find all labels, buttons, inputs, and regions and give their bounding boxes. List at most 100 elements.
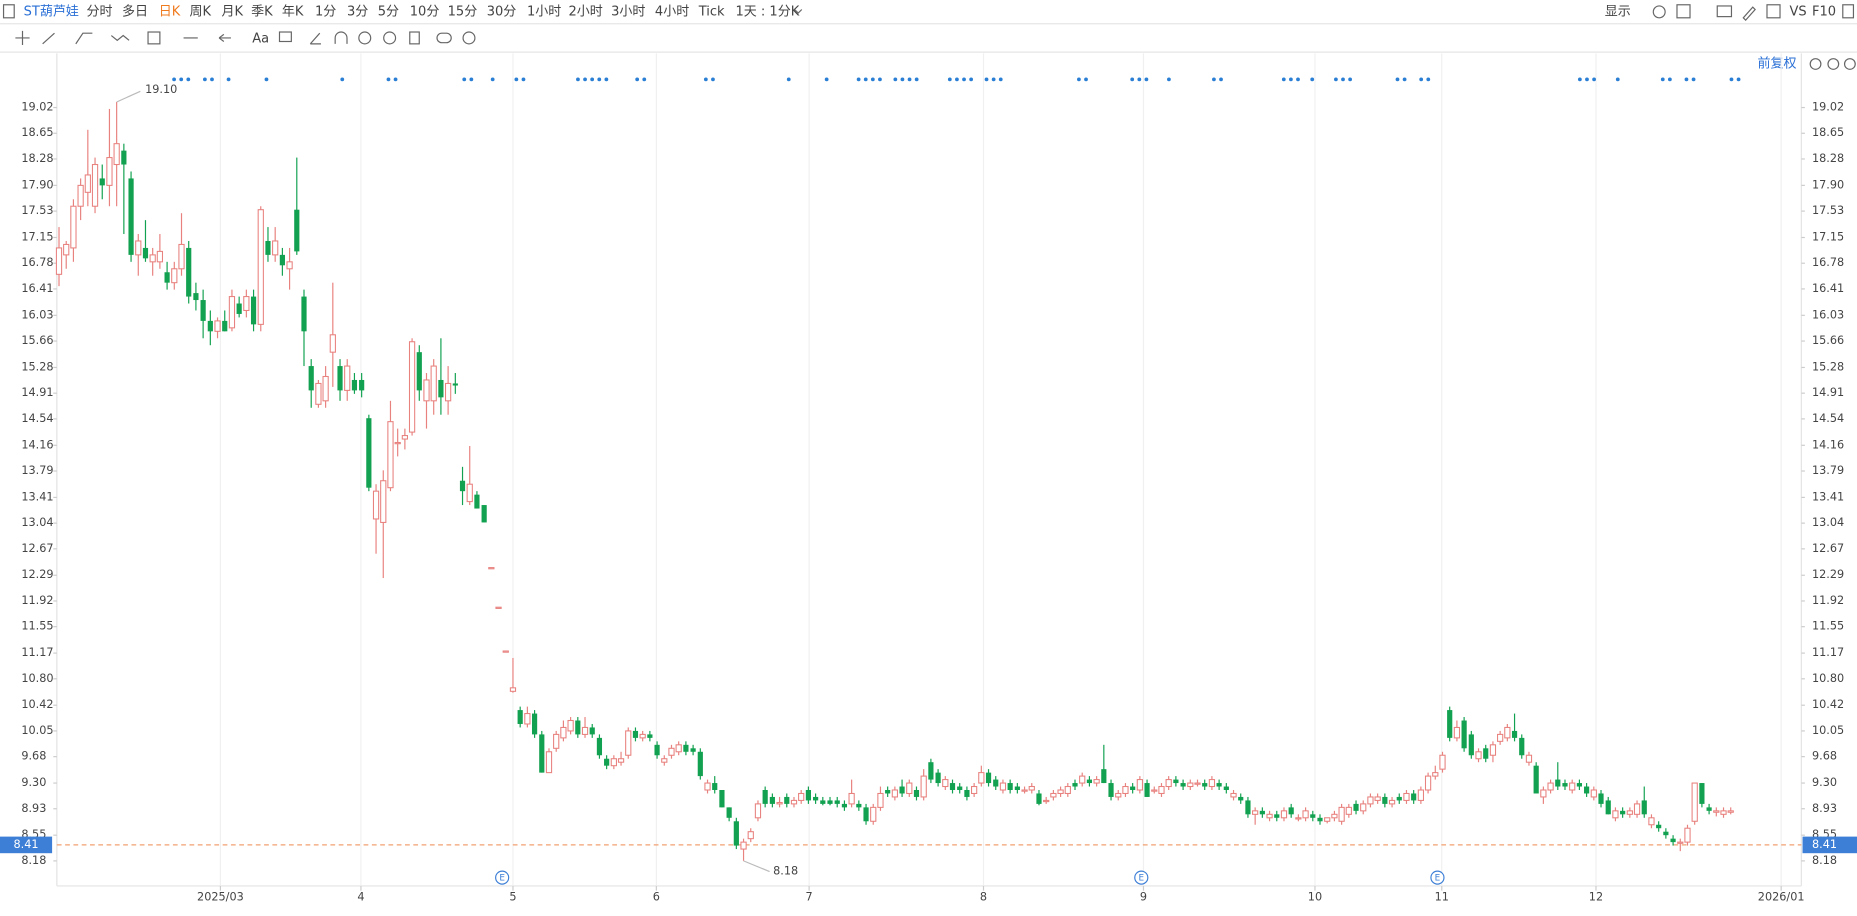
- tab[interactable]: 月K: [221, 4, 243, 19]
- tab[interactable]: 4小时: [655, 4, 689, 19]
- signal-dot: [893, 77, 898, 82]
- reset-icon[interactable]: [1809, 58, 1822, 70]
- signal-dot: [1137, 77, 1142, 82]
- angle-tool[interactable]: [309, 32, 321, 45]
- tab[interactable]: 30分: [487, 4, 517, 19]
- vs-button[interactable]: VS: [1789, 4, 1806, 19]
- zoom-in-icon[interactable]: [1843, 58, 1856, 70]
- tab[interactable]: 1分: [315, 4, 336, 19]
- y-tick-label: 9.30: [1812, 776, 1837, 789]
- candle-body: [1533, 765, 1539, 794]
- candle-body: [733, 821, 739, 846]
- candle-body: [575, 720, 581, 735]
- tab[interactable]: 3小时: [611, 4, 645, 19]
- candle-body: [863, 807, 869, 822]
- candle-body: [790, 799, 798, 805]
- y-tick-label: 12.67: [21, 542, 53, 555]
- candle-body: [466, 483, 473, 503]
- tab[interactable]: 10分: [410, 4, 440, 19]
- tab[interactable]: 周K: [189, 4, 211, 19]
- side-panel-icon[interactable]: [1842, 4, 1855, 19]
- eye-tool[interactable]: [358, 31, 372, 45]
- config-tool[interactable]: [462, 31, 476, 45]
- tab[interactable]: 1天 : 1分K: [735, 4, 799, 19]
- candle-body: [186, 247, 192, 297]
- display-menu[interactable]: 显示: [1605, 4, 1631, 19]
- tab[interactable]: 分时: [86, 4, 112, 19]
- candle-body: [920, 775, 927, 798]
- candle-body: [906, 782, 913, 795]
- magnet-tool[interactable]: [334, 31, 348, 44]
- panel-icon[interactable]: [2, 4, 15, 19]
- candle-body: [993, 779, 999, 787]
- y-tick-label: 15.28: [21, 360, 53, 373]
- tab[interactable]: 多日: [122, 3, 148, 19]
- layout-icon[interactable]: [1676, 4, 1691, 19]
- signal-dot: [1426, 77, 1431, 82]
- candle-body: [697, 751, 703, 777]
- signal-dot: [914, 77, 919, 82]
- candle-body: [820, 800, 826, 804]
- candle-body: [625, 730, 632, 756]
- x-tick-label: 8: [980, 891, 987, 904]
- channel-tool[interactable]: [75, 32, 93, 45]
- camera-icon[interactable]: [1716, 5, 1733, 18]
- tab[interactable]: 年K: [282, 4, 304, 19]
- delete-tool[interactable]: [409, 31, 420, 45]
- pen-icon[interactable]: [1742, 6, 1756, 22]
- candle-body: [444, 382, 452, 402]
- settings-icon[interactable]: [1652, 5, 1666, 19]
- x-tick-label: 6: [653, 891, 660, 904]
- tab[interactable]: Tick: [698, 4, 725, 19]
- candle-body: [978, 772, 985, 784]
- candle-body: [1417, 789, 1425, 801]
- signal-dot: [604, 77, 609, 82]
- fullscreen-icon[interactable]: [1766, 4, 1781, 19]
- signal-dot: [226, 77, 231, 82]
- f10-button[interactable]: F10: [1812, 4, 1836, 19]
- candle-body: [712, 783, 718, 790]
- tab[interactable]: 1小时: [527, 4, 561, 19]
- tab[interactable]: 3分: [347, 4, 368, 19]
- candle-body: [1230, 792, 1237, 798]
- line-tool[interactable]: [42, 32, 55, 45]
- note-tool[interactable]: [278, 31, 292, 43]
- link-tool[interactable]: [436, 32, 452, 44]
- tab[interactable]: 5分: [378, 4, 399, 19]
- move-tool[interactable]: [15, 30, 30, 46]
- tab[interactable]: 15分: [448, 4, 478, 19]
- tab[interactable]: 日K: [159, 4, 181, 19]
- candle-body: [1447, 710, 1453, 738]
- signal-dot: [1289, 77, 1293, 82]
- dropdown-caret[interactable]: [794, 9, 803, 14]
- symbol[interactable]: ST葫芦娃: [24, 4, 79, 19]
- candle-body: [1453, 726, 1461, 739]
- y-tick-label: 16.03: [21, 308, 53, 321]
- lock-tool[interactable]: [383, 31, 397, 45]
- candle-body: [329, 334, 336, 353]
- text-tool[interactable]: Aa: [252, 32, 269, 47]
- y-tick-label: 17.53: [21, 204, 53, 217]
- zoom-out-icon[interactable]: [1827, 58, 1840, 70]
- adjust-mode[interactable]: 前复权: [1758, 55, 1797, 71]
- candle-body: [1374, 796, 1381, 801]
- signal-dot: [786, 77, 791, 82]
- candle-body: [1245, 800, 1251, 815]
- signal-dot: [597, 77, 602, 82]
- candle-body: [1014, 786, 1020, 790]
- arrow-tool[interactable]: [218, 33, 231, 42]
- candle-body: [1036, 793, 1042, 804]
- signal-dot: [907, 77, 912, 82]
- candle-body: [1158, 785, 1165, 795]
- candle-body: [55, 247, 63, 275]
- candle-body: [1151, 789, 1158, 792]
- candle-body: [1691, 782, 1698, 822]
- signal-dot: [521, 77, 526, 82]
- wave-tool[interactable]: [110, 34, 130, 42]
- tab[interactable]: 2小时: [568, 4, 602, 19]
- fib-tool[interactable]: [147, 31, 161, 45]
- candle-body: [481, 505, 487, 523]
- y-tick-label: 17.53: [1812, 204, 1844, 217]
- tab[interactable]: 季K: [251, 4, 273, 19]
